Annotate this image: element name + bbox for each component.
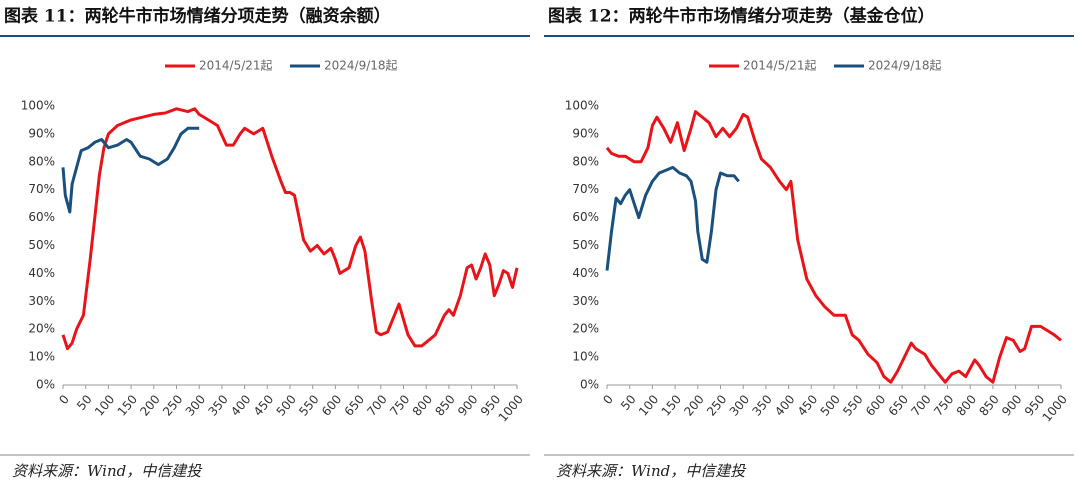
x-tick-label: 850 xyxy=(432,392,457,419)
x-tick-label: 450 xyxy=(795,392,820,419)
y-tick-label: 40% xyxy=(572,266,599,280)
source: 资料来源：Wind，中信建投 xyxy=(556,462,747,480)
y-tick-label: 90% xyxy=(28,126,55,140)
x-tick-label: 750 xyxy=(387,392,412,419)
x-tick-label: 350 xyxy=(749,392,774,419)
x-tick-label: 0 xyxy=(600,392,616,407)
chart-title: 图表 12：两轮牛市市场情绪分项走势（基金仓位） xyxy=(548,6,935,27)
x-tick-label: 200 xyxy=(137,392,162,419)
x-tick-label: 550 xyxy=(840,392,865,419)
x-tick-label: 650 xyxy=(886,392,911,419)
legend-label: 2014/5/21起 xyxy=(199,59,273,73)
y-tick-label: 60% xyxy=(572,210,599,224)
y-tick-label: 100% xyxy=(565,99,599,113)
x-tick-label: 800 xyxy=(954,392,979,419)
x-tick-label: 300 xyxy=(727,392,752,419)
series-line xyxy=(605,110,1062,384)
x-tick-label: 150 xyxy=(115,392,140,419)
x-tick-label: 200 xyxy=(681,392,706,419)
y-tick-label: 70% xyxy=(572,182,599,196)
y-tick-label: 30% xyxy=(572,294,599,308)
x-tick-label: 250 xyxy=(704,392,729,419)
x-tick-label: 1000 xyxy=(1040,392,1070,424)
x-tick-label: 600 xyxy=(863,392,888,419)
x-tick-label: 400 xyxy=(772,392,797,419)
y-tick-label: 40% xyxy=(28,266,55,280)
y-tick-label: 80% xyxy=(572,154,599,168)
chart-title: 图表 11：两轮牛市市场情绪分项走势（融资余额） xyxy=(4,6,391,27)
legend-label: 2024/9/18起 xyxy=(868,59,942,73)
x-tick-label: 250 xyxy=(160,392,185,419)
y-tick-label: 50% xyxy=(28,238,55,252)
legend-label: 2024/9/18起 xyxy=(324,59,398,73)
x-tick-label: 100 xyxy=(92,392,117,419)
y-tick-label: 60% xyxy=(28,210,55,224)
x-tick-label: 1000 xyxy=(496,392,526,424)
x-tick-label: 100 xyxy=(636,392,661,419)
y-tick-label: 30% xyxy=(28,294,55,308)
x-tick-label: 0 xyxy=(56,392,72,407)
y-tick-label: 0% xyxy=(36,378,55,392)
y-tick-label: 90% xyxy=(572,126,599,140)
y-tick-label: 0% xyxy=(580,378,599,392)
x-tick-label: 900 xyxy=(455,392,480,419)
x-tick-label: 500 xyxy=(818,392,843,419)
x-tick-label: 900 xyxy=(999,392,1024,419)
y-tick-label: 70% xyxy=(28,182,55,196)
x-tick-label: 450 xyxy=(251,392,276,419)
y-tick-label: 10% xyxy=(28,350,55,364)
x-tick-label: 350 xyxy=(205,392,230,419)
x-tick-label: 800 xyxy=(410,392,435,419)
y-tick-label: 50% xyxy=(572,238,599,252)
x-tick-label: 600 xyxy=(319,392,344,419)
x-tick-label: 650 xyxy=(342,392,367,419)
legend-label: 2014/5/21起 xyxy=(743,59,817,73)
x-tick-label: 850 xyxy=(976,392,1001,419)
y-tick-label: 20% xyxy=(572,322,599,336)
x-tick-label: 700 xyxy=(364,392,389,419)
series-line xyxy=(61,126,200,214)
x-tick-label: 500 xyxy=(274,392,299,419)
x-tick-label: 750 xyxy=(931,392,956,419)
series-line xyxy=(605,165,740,271)
y-tick-label: 80% xyxy=(28,154,55,168)
x-tick-label: 150 xyxy=(659,392,684,419)
x-tick-label: 300 xyxy=(183,392,208,419)
x-tick-label: 400 xyxy=(228,392,253,419)
y-tick-label: 20% xyxy=(28,322,55,336)
y-tick-label: 100% xyxy=(21,99,55,113)
x-tick-label: 700 xyxy=(908,392,933,419)
y-tick-label: 10% xyxy=(572,350,599,364)
source: 资料来源：Wind，中信建投 xyxy=(12,462,203,480)
x-tick-label: 550 xyxy=(296,392,321,419)
series-line xyxy=(61,107,519,351)
